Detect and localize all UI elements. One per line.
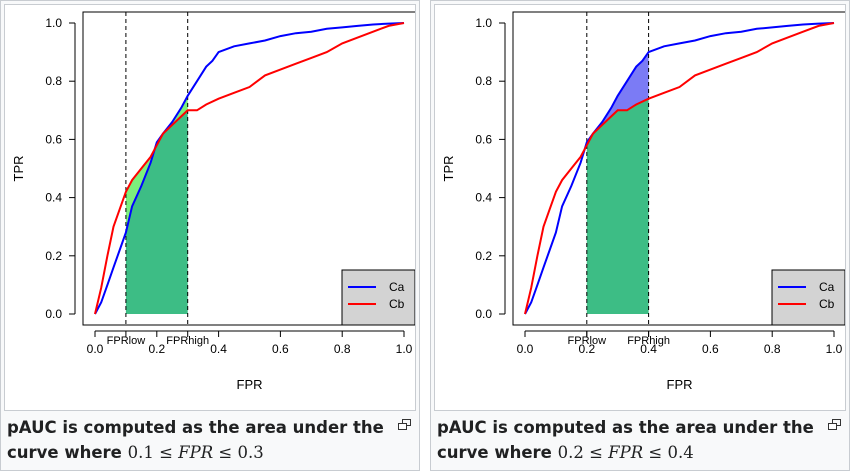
figure-right: 0.0 0.2 0.4 0.6 0.8 1.0 FPRlow FPRhigh FPR 0.0 0.2… [430,0,850,471]
y-tick-label: 0.2 [475,249,492,263]
x-tick-label: 0.4 [640,342,657,356]
y-tick-label: 0.8 [475,74,492,88]
x-axis-title: FPR [237,377,263,392]
y-tick-label: 0.6 [475,132,492,146]
pauc-area [125,110,188,314]
y-axis-title: TPR [441,156,456,182]
x-tick-label: 1.0 [396,342,413,356]
y-tick-label: 1.0 [475,16,492,30]
legend-box [771,269,845,326]
x-tick-label: 0.6 [702,342,719,356]
plot-frame [512,11,845,326]
x-tick-label: 0.0 [517,342,534,356]
difference-area [125,95,188,233]
roc-chart-left[interactable]: 0.0 0.2 0.4 0.6 0.8 1.0 FPRlow FPRhigh FPR 0.0 0.2… [4,4,416,411]
caption-math-left: 0.1 ≤ FPR ≤ 0.3 [128,443,264,462]
math-part-1: 0.2 ≤ [557,443,609,462]
series-line-ca [524,22,835,315]
y-tick-label: 0.0 [475,307,492,321]
math-part-3: ≤ 0.3 [213,443,264,462]
series-line-ca [94,22,405,315]
fpr-low-label: FPRlow [568,335,607,347]
y-axis-title: TPR [11,156,26,182]
legend: Ca Cb [771,269,845,326]
y-tick-label: 0.2 [45,249,62,263]
y-tick-label: 0.4 [475,191,492,205]
fpr-high-label: FPRhigh [627,335,670,347]
x-tick-label: 0.2 [578,342,595,356]
legend-box [341,269,415,326]
roc-chart-right[interactable]: 0.0 0.2 0.4 0.6 0.8 1.0 FPRlow FPRhigh FPR 0.0 0.2… [434,4,846,411]
math-part-2: FPR [608,443,644,462]
caption-left: pAUC is computed as the area under the c… [7,415,387,465]
math-part-1: 0.1 ≤ [127,443,179,462]
x-tick-label: 1.0 [826,342,843,356]
y-tick-label: 0.4 [45,191,62,205]
x-tick-label: 0.8 [764,342,781,356]
x-axis-title: FPR [667,377,693,392]
math-part-2: FPR [178,443,214,462]
legend: Ca Cb [341,269,415,326]
series-line-cb [94,22,405,315]
difference-area [586,52,649,146]
fpr-low-label: FPRlow [107,335,146,347]
caption-text-left: pAUC is computed as the area under the c… [7,418,384,462]
y-tick-label: 1.0 [45,16,62,30]
legend-label-ca: Ca [389,280,405,294]
y-tick-label: 0.6 [45,132,62,146]
fpr-high-label: FPRhigh [166,335,209,347]
legend-label-ca: Ca [819,280,835,294]
math-part-3: ≤ 0.4 [643,443,694,462]
x-tick-label: 0.4 [210,342,227,356]
legend-label-cb: Cb [819,297,835,311]
roc-plot-right: 0.0 0.2 0.4 0.6 0.8 1.0 FPRlow FPRhigh FPR 0.0 0.2… [441,11,845,392]
y-tick-label: 0.0 [45,307,62,321]
figure-left: 0.0 0.2 0.4 0.6 0.8 1.0 FPRlow FPRhigh FPR 0.0 0.2… [0,0,420,471]
x-tick-label: 0.6 [272,342,289,356]
enlarge-icon[interactable] [828,419,841,430]
pauc-area [586,98,649,314]
plot-frame [82,11,415,326]
x-tick-label: 0.8 [334,342,351,356]
caption-math-right: 0.2 ≤ FPR ≤ 0.4 [558,443,694,462]
x-tick-label: 0.2 [148,342,165,356]
series-line-cb [524,22,835,315]
caption-right: pAUC is computed as the area under the c… [437,415,817,465]
enlarge-icon[interactable] [398,419,411,430]
x-tick-label: 0.0 [87,342,104,356]
roc-plot-left: 0.0 0.2 0.4 0.6 0.8 1.0 FPRlow FPRhigh FPR 0.0 0.2… [11,11,415,392]
caption-text-right: pAUC is computed as the area under the c… [437,418,814,462]
y-tick-label: 0.8 [45,74,62,88]
legend-label-cb: Cb [389,297,405,311]
